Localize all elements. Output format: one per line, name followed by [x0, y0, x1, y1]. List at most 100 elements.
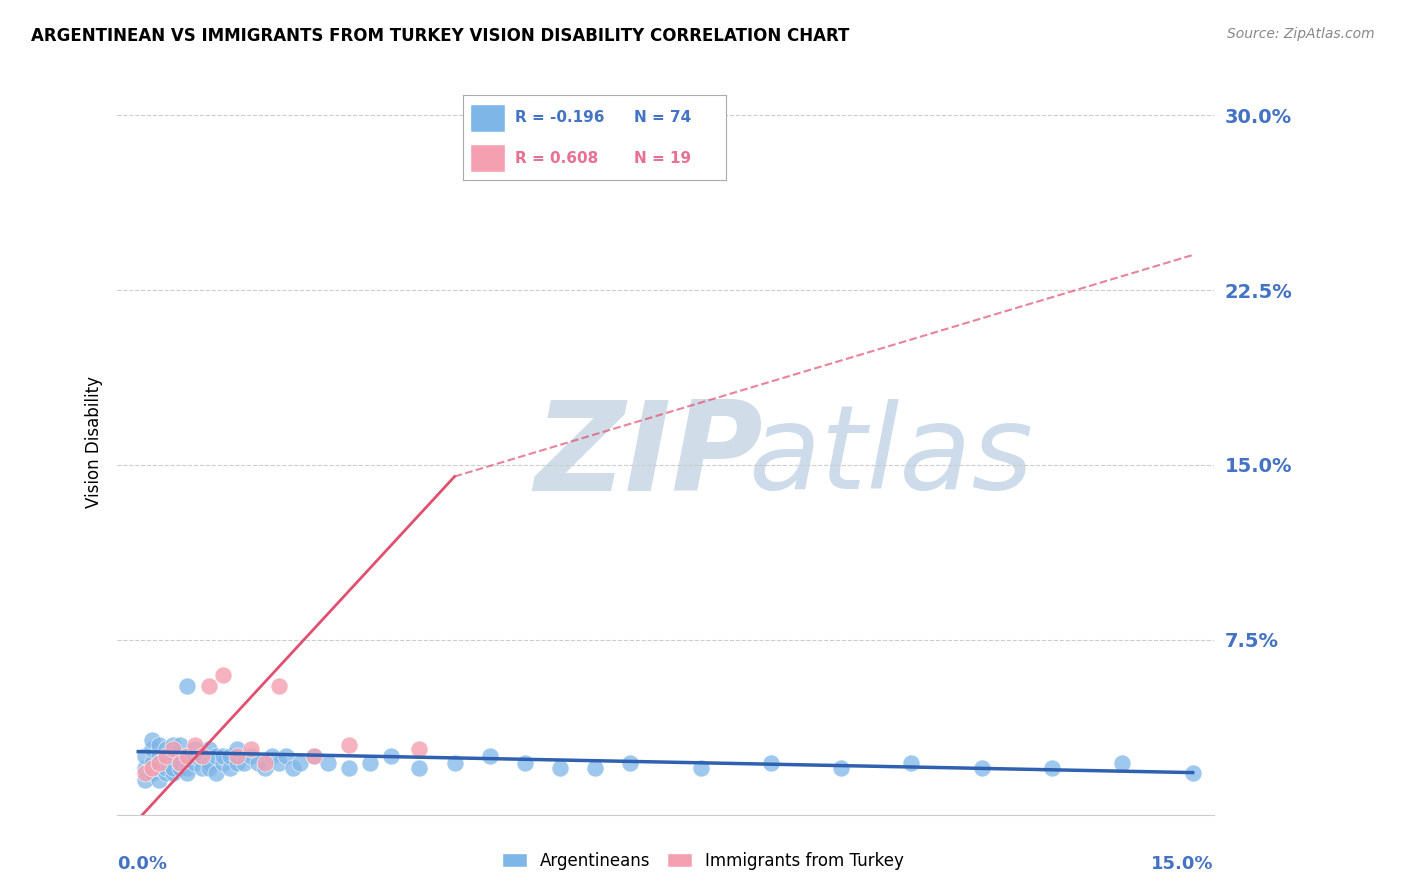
Point: [148, 756, 170, 771]
Point: [204, 765, 226, 780]
Point: [162, 742, 184, 756]
Point: [211, 667, 233, 681]
Point: [183, 738, 205, 752]
Point: [274, 749, 297, 764]
Point: [478, 749, 501, 764]
Text: 0.0%: 0.0%: [117, 855, 167, 872]
Text: atlas: atlas: [748, 400, 1032, 514]
Point: [197, 679, 219, 693]
Point: [176, 765, 198, 780]
Point: [134, 761, 156, 775]
Point: [197, 761, 219, 775]
Point: [148, 749, 170, 764]
Point: [155, 749, 177, 764]
Point: [148, 761, 170, 775]
Point: [302, 749, 325, 764]
Point: [267, 679, 290, 693]
Point: [478, 154, 501, 169]
Point: [141, 765, 163, 780]
Point: [197, 756, 219, 771]
Point: [141, 756, 163, 771]
Point: [190, 761, 212, 775]
Point: [162, 738, 184, 752]
Text: ZIP: ZIP: [534, 396, 762, 517]
Point: [267, 756, 290, 771]
Point: [288, 756, 311, 771]
Point: [253, 761, 276, 775]
Point: [155, 765, 177, 780]
Point: [148, 772, 170, 787]
Point: [176, 749, 198, 764]
Point: [183, 742, 205, 756]
Point: [211, 756, 233, 771]
Point: [246, 756, 269, 771]
Point: [162, 761, 184, 775]
Legend: Argentineans, Immigrants from Turkey: Argentineans, Immigrants from Turkey: [496, 847, 910, 875]
Point: [548, 761, 571, 775]
Point: [141, 733, 163, 747]
Point: [225, 749, 247, 764]
Point: [211, 749, 233, 764]
Point: [408, 761, 430, 775]
Point: [183, 749, 205, 764]
Point: [155, 749, 177, 764]
Point: [239, 749, 262, 764]
Point: [169, 738, 191, 752]
Point: [162, 756, 184, 771]
Point: [281, 761, 304, 775]
Text: Source: ZipAtlas.com: Source: ZipAtlas.com: [1227, 27, 1375, 41]
Point: [197, 742, 219, 756]
Point: [162, 765, 184, 780]
Point: [380, 749, 402, 764]
Point: [253, 756, 276, 771]
Point: [176, 749, 198, 764]
Point: [148, 756, 170, 771]
Point: [583, 761, 606, 775]
Point: [176, 679, 198, 693]
Point: [619, 756, 641, 771]
Point: [169, 749, 191, 764]
Point: [970, 761, 993, 775]
Point: [169, 761, 191, 775]
Y-axis label: Vision Disability: Vision Disability: [86, 376, 103, 508]
Point: [155, 761, 177, 775]
Point: [337, 738, 360, 752]
Point: [225, 742, 247, 756]
Point: [408, 742, 430, 756]
Point: [359, 756, 381, 771]
Point: [162, 749, 184, 764]
Point: [302, 749, 325, 764]
Point: [134, 772, 156, 787]
Point: [204, 749, 226, 764]
Point: [141, 742, 163, 756]
Point: [337, 761, 360, 775]
Point: [155, 742, 177, 756]
Point: [316, 756, 339, 771]
Point: [759, 756, 782, 771]
Point: [232, 756, 254, 771]
Point: [218, 761, 240, 775]
Point: [1181, 765, 1204, 780]
Point: [260, 749, 283, 764]
Point: [134, 749, 156, 764]
Point: [239, 742, 262, 756]
Point: [169, 756, 191, 771]
Point: [148, 738, 170, 752]
Point: [1040, 761, 1063, 775]
Point: [689, 761, 711, 775]
Point: [1111, 756, 1133, 771]
Point: [141, 761, 163, 775]
Point: [190, 749, 212, 764]
Point: [190, 749, 212, 764]
Point: [443, 756, 465, 771]
Point: [169, 756, 191, 771]
Point: [176, 761, 198, 775]
Text: 15.0%: 15.0%: [1152, 855, 1213, 872]
Point: [830, 761, 852, 775]
Point: [134, 765, 156, 780]
Text: ARGENTINEAN VS IMMIGRANTS FROM TURKEY VISION DISABILITY CORRELATION CHART: ARGENTINEAN VS IMMIGRANTS FROM TURKEY VI…: [31, 27, 849, 45]
Point: [183, 756, 205, 771]
Point: [225, 756, 247, 771]
Point: [513, 756, 536, 771]
Point: [218, 749, 240, 764]
